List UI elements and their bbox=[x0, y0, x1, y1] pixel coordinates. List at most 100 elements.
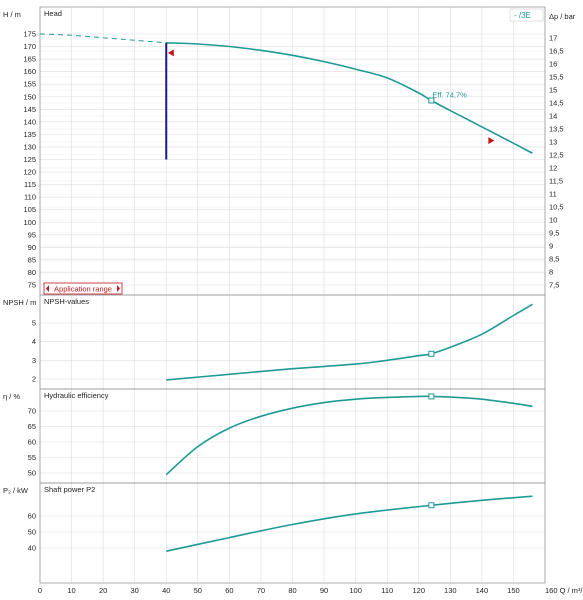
y-tick-label: 60 bbox=[28, 512, 36, 521]
panel-4: 40 50 60 P₂ / kW Shaft power P2 bbox=[3, 482, 546, 584]
x-tick-label: 120 bbox=[412, 586, 425, 595]
x-tick-label: 80 bbox=[288, 586, 296, 595]
y-tick-label: 50 bbox=[28, 469, 36, 478]
legend-entry: - /3E bbox=[514, 11, 531, 20]
y-axis-label: NPSH / m bbox=[3, 298, 36, 307]
y-axis-label: η / % bbox=[3, 392, 20, 401]
y-tick-label: 130 bbox=[23, 142, 36, 151]
x-tick-label: 10 bbox=[67, 586, 75, 595]
range-end-marker bbox=[488, 137, 495, 145]
x-tick-label: 30 bbox=[131, 586, 139, 595]
x-tick-label: 0 bbox=[38, 586, 42, 595]
y-right-tick-label: 15 bbox=[549, 86, 557, 95]
y-right-tick-label: 12 bbox=[549, 164, 557, 173]
curve-extrapolation bbox=[39, 33, 167, 44]
y-right-tick-label: 8 bbox=[549, 268, 553, 277]
x-tick-label: 40 bbox=[162, 586, 170, 595]
legend-box bbox=[509, 8, 544, 22]
y-tick-label: 110 bbox=[24, 193, 36, 202]
y-tick-label: 55 bbox=[28, 453, 36, 462]
y-tick-label: 40 bbox=[28, 544, 36, 553]
y-axis-label: P₂ / kW bbox=[3, 486, 29, 495]
y-tick-label: 60 bbox=[28, 438, 36, 447]
y-right-tick-label: 14,5 bbox=[549, 99, 564, 108]
y-tick-label: 115 bbox=[24, 180, 36, 189]
y-tick-label: 150 bbox=[23, 92, 36, 101]
y-tick-label: 5 bbox=[32, 319, 36, 328]
y-tick-label: 4 bbox=[32, 337, 36, 346]
curve-4 bbox=[166, 495, 533, 552]
y-right-tick-label: 9,5 bbox=[549, 229, 559, 238]
y-right-tick-label: 13,5 bbox=[549, 125, 564, 134]
y-right-tick-label: 8,5 bbox=[549, 255, 559, 264]
y-tick-label: 2 bbox=[32, 375, 36, 384]
y-right-axis-label: Δp / bar bbox=[549, 12, 576, 21]
x-tick-label: 160 Q / m³/h bbox=[545, 586, 583, 595]
application-range-box: Application range bbox=[43, 282, 123, 295]
x-tick-label: 110 bbox=[381, 586, 393, 595]
y-right-tick-label: 15,5 bbox=[549, 73, 564, 82]
x-tick-label: 150 bbox=[507, 586, 520, 595]
panel-3: 50 55 60 65 70 η / % Hydraulic efficiency bbox=[3, 388, 546, 484]
y-tick-label: 145 bbox=[23, 105, 36, 114]
y-tick-label: 125 bbox=[23, 155, 36, 164]
range-start-marker bbox=[167, 49, 174, 57]
panel-frame bbox=[39, 482, 546, 584]
x-tick-label: 140 bbox=[476, 586, 489, 595]
x-tick-label: 100 bbox=[349, 586, 362, 595]
curve-2 bbox=[166, 303, 533, 381]
y-right-tick-label: 16 bbox=[549, 60, 557, 69]
y-tick-label: 120 bbox=[23, 168, 36, 177]
efficiency-label: Eff. 74,7% bbox=[432, 91, 467, 100]
y-tick-label: 160 bbox=[23, 67, 36, 76]
y-right-tick-label: 9 bbox=[549, 242, 553, 251]
panel-title: Head bbox=[44, 9, 62, 18]
y-right-tick-label: 10,5 bbox=[549, 203, 564, 212]
y-tick-label: 105 bbox=[23, 205, 36, 214]
panel-title: NPSH-values bbox=[44, 297, 89, 306]
application-range-frame bbox=[43, 282, 123, 295]
duty-point-marker bbox=[428, 502, 435, 509]
y-right-tick-label: 17 bbox=[549, 34, 557, 43]
y-tick-label: 3 bbox=[32, 356, 36, 365]
y-tick-label: 100 bbox=[23, 218, 36, 227]
y-right-tick-label: 10 bbox=[549, 216, 557, 225]
application-range-arrow-right bbox=[117, 285, 120, 292]
y-tick-label: 165 bbox=[23, 55, 36, 64]
y-right-tick-label: 7,5 bbox=[549, 281, 559, 290]
y-axis-label: H / m bbox=[3, 10, 21, 19]
y-tick-label: 95 bbox=[28, 230, 36, 239]
y-right-tick-label: 14 bbox=[549, 112, 557, 121]
y-tick-label: 155 bbox=[23, 80, 36, 89]
y-right-tick-label: 11,5 bbox=[549, 177, 563, 186]
x-tick-label: 50 bbox=[194, 586, 202, 595]
y-tick-label: 65 bbox=[28, 422, 36, 431]
x-tick-label: 20 bbox=[99, 586, 107, 595]
y-tick-label: 90 bbox=[28, 243, 36, 252]
y-right-tick-label: 13 bbox=[549, 138, 557, 147]
y-tick-label: 85 bbox=[28, 255, 36, 264]
y-tick-label: 175 bbox=[23, 30, 36, 39]
y-right-tick-label: 11 bbox=[549, 190, 557, 199]
x-tick-label: 60 bbox=[225, 586, 233, 595]
legend: - /3E bbox=[509, 8, 544, 22]
panel-title: Shaft power P2 bbox=[44, 485, 95, 494]
y-tick-label: 75 bbox=[28, 281, 36, 290]
y-right-tick-label: 16,5 bbox=[549, 47, 564, 56]
duty-point-marker bbox=[428, 350, 435, 357]
y-tick-label: 135 bbox=[23, 130, 36, 139]
y-tick-label: 70 bbox=[28, 407, 36, 416]
application-range-arrow-left bbox=[46, 285, 49, 292]
y-tick-label: 140 bbox=[23, 117, 36, 126]
x-tick-label: 90 bbox=[320, 586, 328, 595]
y-tick-label: 170 bbox=[23, 42, 36, 51]
y-tick-label: 80 bbox=[28, 268, 36, 277]
duty-point-marker bbox=[428, 97, 435, 104]
x-tick-label: 130 bbox=[444, 586, 457, 595]
x-tick-label: 70 bbox=[257, 586, 265, 595]
application-range-label: Application range bbox=[54, 285, 112, 294]
y-tick-label: 50 bbox=[28, 528, 36, 537]
y-right-tick-label: 12,5 bbox=[549, 151, 564, 160]
curve-3 bbox=[165, 395, 533, 476]
